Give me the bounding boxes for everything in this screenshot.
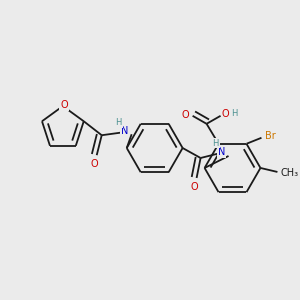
Text: H: H <box>212 139 219 148</box>
Text: O: O <box>182 110 189 120</box>
Text: H: H <box>116 118 122 127</box>
Text: H: H <box>231 109 238 118</box>
Text: N: N <box>218 147 225 157</box>
Text: N: N <box>121 126 128 136</box>
Text: Br: Br <box>265 131 276 141</box>
Text: O: O <box>191 182 198 192</box>
Text: CH₃: CH₃ <box>280 168 298 178</box>
Text: O: O <box>60 100 68 110</box>
Text: O: O <box>222 109 230 119</box>
Text: O: O <box>91 159 98 169</box>
